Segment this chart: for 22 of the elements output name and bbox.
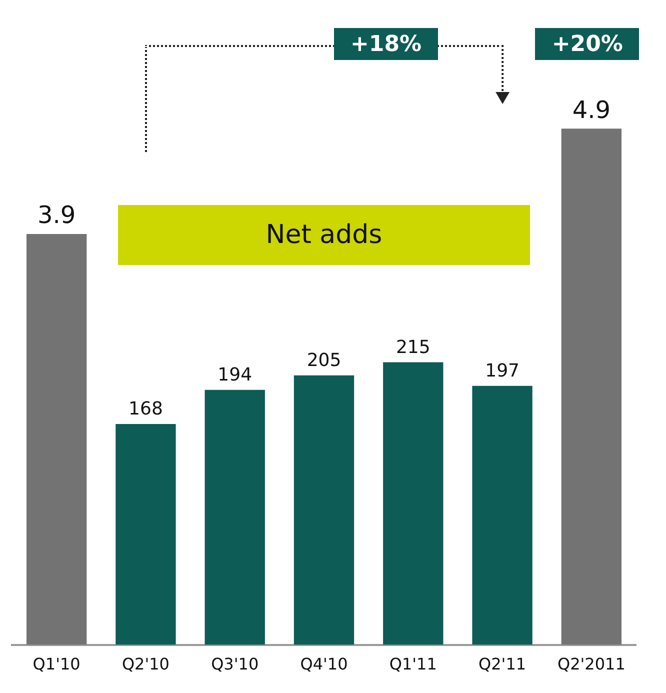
caption-box: Net adds — [118, 205, 530, 266]
x-tick-label: Q2'2011 — [557, 654, 626, 674]
bar — [116, 424, 176, 645]
bar — [204, 390, 265, 645]
data-label: 205 — [306, 350, 342, 372]
bar — [383, 362, 444, 645]
x-tick-label: Q1'10 — [32, 654, 80, 674]
x-tick-label: Q2'10 — [122, 654, 170, 674]
data-label: 3.9 — [37, 201, 76, 230]
text: +18% — [334, 28, 438, 60]
x-tick-label: Q3'10 — [211, 654, 259, 674]
bar — [472, 386, 532, 645]
data-label: 168 — [128, 398, 163, 420]
data-label: 215 — [396, 336, 430, 358]
x-tick-label: Q1'11 — [389, 654, 437, 674]
data-label: 194 — [218, 364, 252, 386]
x-tick-label: Q4'10 — [300, 654, 348, 674]
text: +20% — [535, 28, 640, 60]
x-tick-label: Q2'11 — [478, 654, 526, 674]
data-label: 4.9 — [572, 96, 611, 124]
bar — [294, 375, 354, 645]
data-label: 197 — [485, 360, 520, 382]
